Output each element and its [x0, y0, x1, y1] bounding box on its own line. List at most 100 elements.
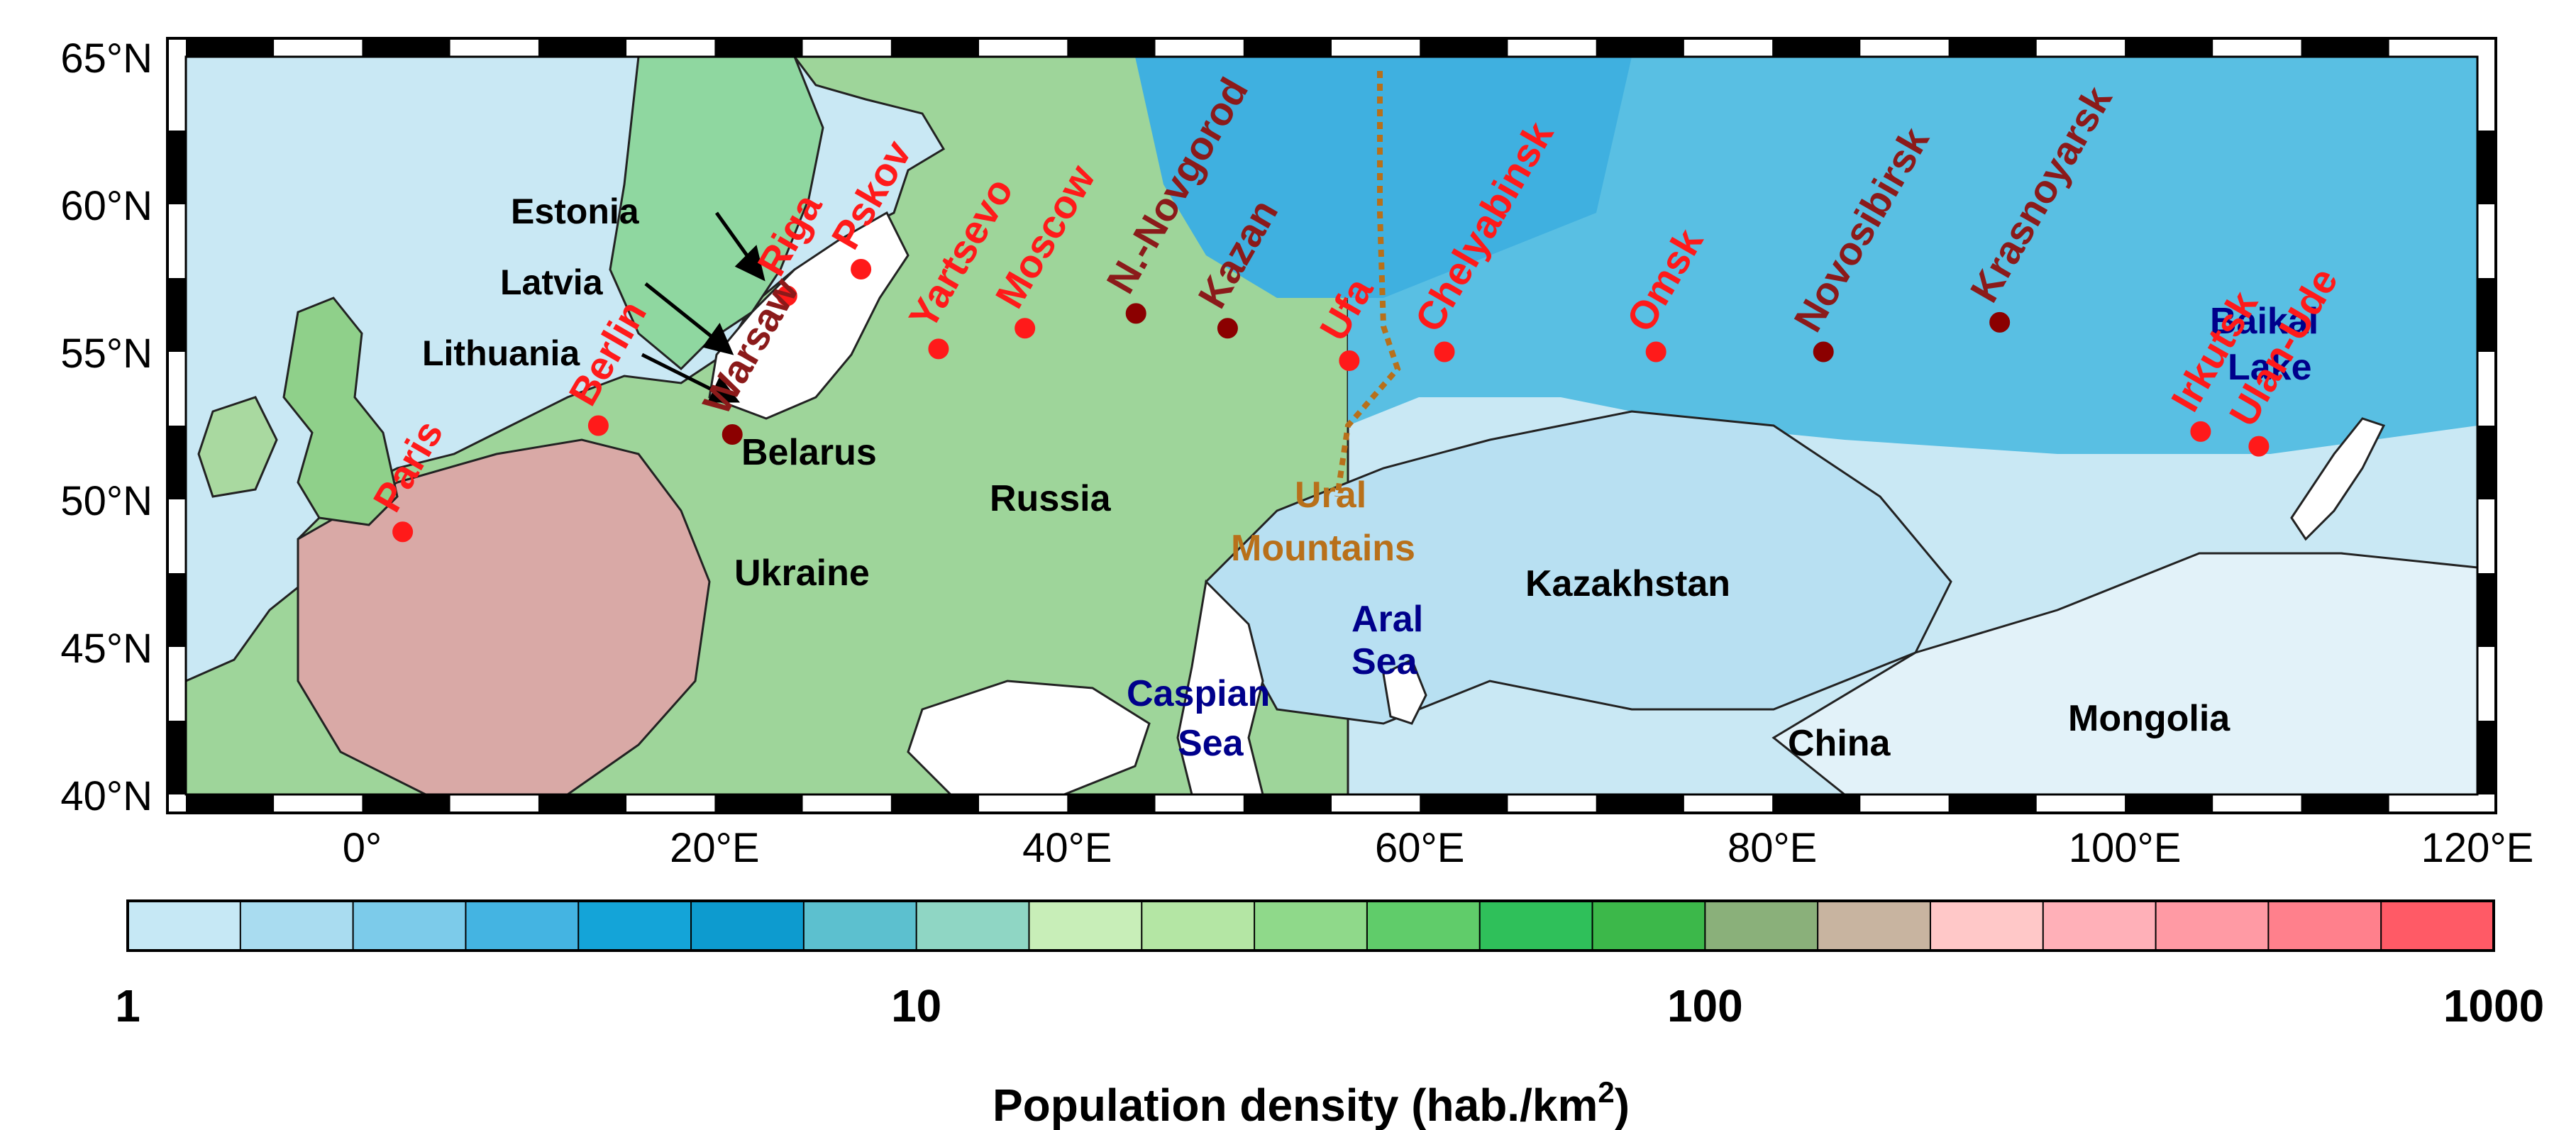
- region-labels: Estonia Latvia Lithuania Belarus Russia …: [422, 192, 2230, 764]
- longitude-label: 100°E: [2069, 825, 2182, 871]
- colorbar-cells: [127, 901, 2494, 951]
- frame-top-segment: [1772, 38, 1861, 57]
- longitude-label: 40°E: [1022, 825, 1112, 871]
- frame-left-segment: [167, 131, 186, 204]
- colorbar-cell: [2381, 901, 2494, 951]
- frame-top-segment: [274, 38, 363, 57]
- frame-top-segment: [2301, 38, 2389, 57]
- frame-right-segment: [2477, 499, 2496, 573]
- frame-left-segment: [167, 352, 186, 426]
- latitude-labels: 65°N 60°N 55°N 50°N 45°N 40°N: [60, 35, 153, 819]
- frame-left-segment: [167, 57, 186, 131]
- longitude-label: 0°: [343, 825, 382, 871]
- latitude-label: 65°N: [60, 35, 153, 82]
- city-marker: [2248, 436, 2270, 457]
- frame-top-segment: [450, 38, 538, 57]
- frame-bottom-segment: [2125, 794, 2213, 813]
- lithuania-arrow: [641, 353, 722, 396]
- frame-left-segment: [167, 499, 186, 573]
- frame-top-segment: [186, 38, 275, 57]
- city-marker: [851, 259, 872, 280]
- frame-right-segment: [2477, 278, 2496, 352]
- frame-bottom-segment: [802, 794, 891, 813]
- mongolia-region: [1771, 552, 2477, 794]
- frame-left-segment: [167, 721, 186, 794]
- frame-top-segment: [1155, 38, 1244, 57]
- city-marker: [392, 521, 414, 543]
- city-marker: [1434, 341, 1455, 362]
- ireland: [197, 396, 278, 498]
- longitude-label: 20°E: [670, 825, 759, 871]
- colorbar-cell: [1930, 901, 2044, 951]
- frame-top-segment: [890, 38, 980, 57]
- frame-bottom-segment: [626, 794, 715, 813]
- frame-top-segment: [2213, 38, 2301, 57]
- latitude-label: 45°N: [60, 626, 153, 672]
- colorbar-cell: [1141, 901, 1255, 951]
- city-marker: [1989, 311, 2011, 333]
- frame-top-segment: [1948, 38, 2037, 57]
- region-label-mongolia: Mongolia: [2068, 698, 2230, 739]
- ural-label: Ural Mountains: [1231, 475, 1415, 569]
- frame-left-segment: [167, 573, 186, 647]
- map-frame: [166, 37, 2497, 814]
- colorbar-title-superscript: 2: [1598, 1075, 1614, 1109]
- colorbar-tick-labels: 1 10 100 1000: [115, 980, 2544, 1031]
- frame-top-segment: [714, 38, 803, 57]
- frame-top-segment: [626, 38, 715, 57]
- colorbar-cell: [2042, 901, 2157, 951]
- siberia-region: [1348, 57, 2477, 454]
- frame-top-segment: [1332, 38, 1420, 57]
- frame-top-segment: [538, 38, 627, 57]
- great-britain: [282, 297, 399, 526]
- city-markers: [392, 259, 2270, 543]
- frame-bottom-segment: [1596, 794, 1684, 813]
- frame-bottom-segment: [1243, 794, 1332, 813]
- lithuania-arrowhead: [707, 376, 741, 403]
- colorbar: 1 10 100 1000 Population density (hab./km2): [115, 899, 2544, 1130]
- latvia-arrowhead: [702, 322, 734, 355]
- latitude-label: 50°N: [60, 478, 153, 524]
- colorbar-tick-label: 100: [1667, 980, 1743, 1031]
- frame-top-segment: [1860, 38, 1949, 57]
- city-marker: [587, 415, 609, 436]
- frame-top-segment: [802, 38, 891, 57]
- longitude-label: 120°E: [2421, 825, 2534, 871]
- frame-top-segment: [362, 38, 450, 57]
- colorbar-cell: [353, 901, 466, 951]
- colorbar-cell: [2155, 901, 2269, 951]
- frame-right-segment: [2477, 204, 2496, 278]
- water-label-caspian-sea: Sea: [1178, 723, 1244, 764]
- colorbar-cell: [1818, 901, 1931, 951]
- frame-right-segment: [2477, 57, 2496, 131]
- frame-bottom-segment: [1332, 794, 1420, 813]
- frame-bottom-segment: [1155, 794, 1244, 813]
- colorbar-tick-label: 10: [891, 980, 941, 1031]
- region-label-ukraine: Ukraine: [734, 553, 870, 594]
- frame-top-segment: [1596, 38, 1684, 57]
- lake-baikal: [2290, 417, 2386, 541]
- colorbar-cell: [1366, 901, 1481, 951]
- city-marker: [1339, 350, 1360, 371]
- frame-top-segment: [1508, 38, 1596, 57]
- ural-label-line2: Mountains: [1231, 528, 1415, 569]
- frame-right-segment: [2477, 647, 2496, 721]
- region-label-belarus: Belarus: [741, 432, 877, 473]
- frame-bottom-segment: [2036, 794, 2126, 813]
- map-panel: 65°N 60°N 55°N 50°N 45°N 40°N 0° 20°E 40°E 60°E 8…: [60, 35, 2533, 871]
- colorbar-cell: [578, 901, 692, 951]
- colorbar-frame: [126, 899, 2495, 952]
- city-marker: [722, 423, 743, 445]
- frame-top-segment: [2036, 38, 2126, 57]
- colorbar-cell: [1592, 901, 1706, 951]
- city-marker: [2190, 421, 2211, 442]
- frame-bottom-segment: [186, 794, 275, 813]
- frame-bottom-segment: [274, 794, 363, 813]
- frame-bottom-segment: [1067, 794, 1156, 813]
- city-marker: [1125, 303, 1146, 324]
- colorbar-cell: [691, 901, 805, 951]
- frame-bottom-segment: [890, 794, 980, 813]
- frame-bottom-segment: [714, 794, 803, 813]
- colorbar-title: Population density (hab./km2): [993, 1075, 1630, 1130]
